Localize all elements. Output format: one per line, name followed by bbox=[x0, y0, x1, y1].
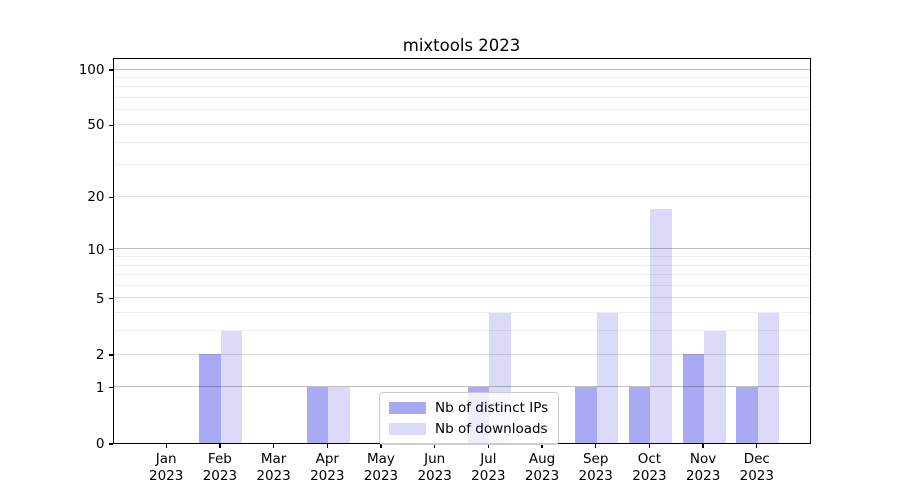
x-axis-tick-oct bbox=[648, 444, 651, 448]
x-axis-label-mar: Mar 2023 bbox=[256, 451, 291, 484]
x-axis-tick-dec bbox=[756, 444, 758, 448]
gridline-y-20 bbox=[113, 195, 810, 197]
legend-item-downloads: Nb of downloads bbox=[389, 421, 548, 437]
legend: Nb of distinct IPs Nb of downloads bbox=[379, 392, 560, 445]
gridline-y-10 bbox=[113, 248, 810, 250]
x-axis-tick-feb bbox=[219, 444, 221, 448]
bar-distinct-ips-dec bbox=[736, 386, 758, 443]
bar-distinct-ips-sep bbox=[575, 386, 597, 443]
y-axis-label-2: 2 bbox=[95, 346, 105, 363]
bar-downloads-feb bbox=[220, 330, 243, 443]
x-axis-tick-jun bbox=[434, 444, 436, 448]
x-axis-tick-apr bbox=[326, 444, 328, 448]
x-axis-label-feb: Feb 2023 bbox=[202, 451, 238, 484]
y-axis-label-50: 50 bbox=[87, 117, 105, 134]
bars-layer bbox=[114, 59, 810, 443]
gridline-y-9 bbox=[113, 255, 810, 257]
gridline-y-100 bbox=[113, 68, 810, 70]
y-axis-tick-1 bbox=[108, 387, 113, 389]
x-axis-tick-nov bbox=[702, 444, 704, 448]
x-axis-tick-may bbox=[380, 444, 382, 448]
legend-swatch-downloads bbox=[389, 422, 426, 436]
legend-label-distinct-ips: Nb of distinct IPs bbox=[435, 400, 549, 416]
gridline-y-6 bbox=[113, 284, 810, 286]
x-axis-label-dec: Dec 2023 bbox=[739, 451, 774, 484]
x-axis-label-jul: Jul 2023 bbox=[471, 451, 506, 484]
x-axis-tick-jul bbox=[487, 444, 489, 448]
y-axis-tick-0 bbox=[108, 443, 113, 445]
x-axis-label-may: May 2023 bbox=[363, 451, 399, 484]
gridline-y-8 bbox=[113, 264, 810, 266]
x-axis-label-aug: Aug 2023 bbox=[524, 451, 560, 484]
x-axis-label-jun: Jun 2023 bbox=[417, 451, 452, 484]
y-axis-label-20: 20 bbox=[87, 189, 105, 206]
y-axis-label-100: 100 bbox=[78, 62, 105, 79]
x-axis-tick-jan bbox=[165, 444, 167, 448]
gridline-y-30 bbox=[113, 164, 810, 166]
y-axis-label-0: 0 bbox=[95, 436, 105, 452]
legend-item-distinct-ips: Nb of distinct IPs bbox=[389, 400, 548, 416]
gridline-y-2 bbox=[113, 353, 810, 355]
y-axis-label-5: 5 bbox=[95, 290, 105, 307]
gridline-y-5 bbox=[113, 297, 810, 299]
x-axis-label-jan: Jan 2023 bbox=[149, 451, 184, 484]
gridline-y-70 bbox=[113, 97, 810, 99]
bar-downloads-nov bbox=[704, 330, 726, 443]
x-axis-label-nov: Nov 2023 bbox=[685, 451, 721, 484]
bar-downloads-apr bbox=[328, 386, 350, 443]
x-axis-label-apr: Apr 2023 bbox=[310, 451, 345, 484]
y-axis-tick-50 bbox=[108, 124, 113, 127]
bar-distinct-ips-oct bbox=[628, 386, 651, 443]
gridline-y-50 bbox=[113, 123, 810, 125]
gridline-y-4 bbox=[113, 312, 810, 314]
y-axis-tick-5 bbox=[108, 298, 113, 300]
bar-downloads-oct bbox=[650, 208, 672, 443]
gridline-y-60 bbox=[113, 109, 810, 111]
legend-swatch-distinct-ips bbox=[389, 401, 426, 415]
gridline-y-3 bbox=[113, 330, 810, 332]
y-axis-tick-2 bbox=[108, 354, 113, 356]
x-axis-label-oct: Oct 2023 bbox=[632, 451, 667, 484]
x-axis-tick-mar bbox=[272, 444, 275, 448]
bar-downloads-sep bbox=[596, 312, 619, 443]
bar-distinct-ips-nov bbox=[682, 354, 705, 443]
gridline-y-7 bbox=[113, 274, 810, 276]
x-axis-tick-aug bbox=[541, 444, 543, 448]
y-axis-label-1: 1 bbox=[95, 379, 105, 396]
plot-area: Nb of distinct IPs Nb of downloads bbox=[112, 57, 811, 445]
bar-distinct-ips-apr bbox=[306, 386, 329, 443]
gridline-y-40 bbox=[113, 141, 810, 143]
chart-title: mixtools 2023 bbox=[402, 36, 521, 55]
bar-downloads-dec bbox=[757, 312, 780, 443]
x-axis-label-sep: Sep 2023 bbox=[578, 451, 613, 484]
x-axis-tick-sep bbox=[595, 444, 597, 448]
y-axis-tick-10 bbox=[108, 249, 113, 251]
gridline-y-80 bbox=[113, 86, 810, 88]
y-axis-tick-100 bbox=[108, 69, 113, 71]
gridline-y-1 bbox=[113, 386, 810, 388]
y-axis-tick-20 bbox=[108, 196, 113, 198]
gridline-y-90 bbox=[113, 77, 810, 79]
legend-label-downloads: Nb of downloads bbox=[435, 421, 548, 437]
y-axis-label-10: 10 bbox=[87, 241, 105, 258]
bar-distinct-ips-feb bbox=[199, 354, 221, 443]
grid-layer bbox=[113, 59, 810, 444]
